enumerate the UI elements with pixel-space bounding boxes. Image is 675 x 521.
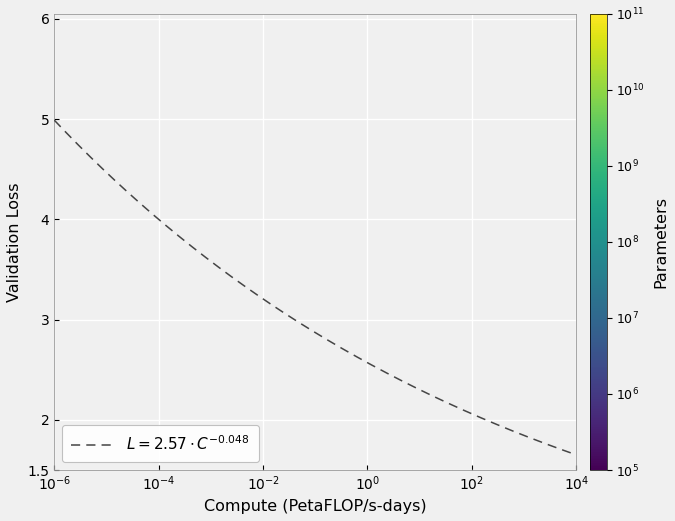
Legend: $L = 2.57 \cdot C^{-0.048}$: $L = 2.57 \cdot C^{-0.048}$ xyxy=(62,425,259,463)
X-axis label: Compute (PetaFLOP/s-days): Compute (PetaFLOP/s-days) xyxy=(204,499,427,514)
Y-axis label: Validation Loss: Validation Loss xyxy=(7,182,22,302)
Y-axis label: Parameters: Parameters xyxy=(653,196,668,288)
